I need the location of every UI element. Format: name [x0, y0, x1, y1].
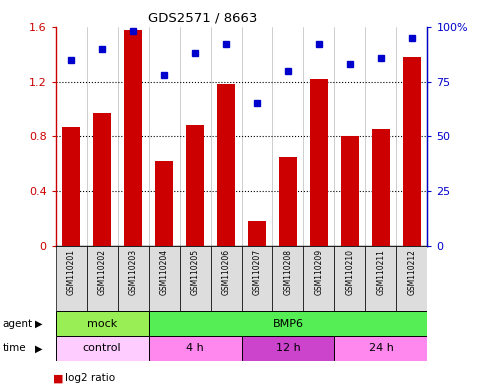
Text: ▶: ▶ — [35, 343, 43, 354]
Text: time: time — [2, 343, 26, 354]
Text: control: control — [83, 343, 121, 354]
FancyBboxPatch shape — [334, 246, 366, 311]
Text: ▶: ▶ — [35, 318, 43, 329]
FancyBboxPatch shape — [242, 246, 272, 311]
Bar — [93, 113, 112, 246]
Text: GSM110210: GSM110210 — [345, 249, 355, 295]
Text: GSM110203: GSM110203 — [128, 249, 138, 295]
FancyBboxPatch shape — [366, 246, 397, 311]
Text: GSM110208: GSM110208 — [284, 249, 293, 295]
Bar — [248, 221, 266, 246]
Text: agent: agent — [2, 318, 32, 329]
FancyBboxPatch shape — [56, 311, 149, 336]
FancyBboxPatch shape — [149, 336, 242, 361]
Text: BMP6: BMP6 — [272, 318, 303, 329]
FancyBboxPatch shape — [242, 336, 334, 361]
Bar — [62, 127, 80, 246]
FancyBboxPatch shape — [56, 246, 86, 311]
Text: GSM110211: GSM110211 — [376, 249, 385, 295]
Text: ■: ■ — [53, 373, 64, 383]
FancyBboxPatch shape — [211, 246, 242, 311]
Text: GDS2571 / 8663: GDS2571 / 8663 — [148, 12, 257, 25]
Text: GSM110212: GSM110212 — [408, 249, 416, 295]
FancyBboxPatch shape — [303, 246, 334, 311]
FancyBboxPatch shape — [149, 246, 180, 311]
Text: GSM110205: GSM110205 — [190, 249, 199, 295]
FancyBboxPatch shape — [334, 336, 427, 361]
Text: GSM110209: GSM110209 — [314, 249, 324, 295]
FancyBboxPatch shape — [117, 246, 149, 311]
Text: GSM110202: GSM110202 — [98, 249, 107, 295]
Bar — [310, 79, 328, 246]
FancyBboxPatch shape — [272, 246, 303, 311]
Text: 4 h: 4 h — [186, 343, 204, 354]
Bar — [217, 84, 235, 246]
FancyBboxPatch shape — [397, 246, 427, 311]
Text: GSM110207: GSM110207 — [253, 249, 261, 295]
Bar — [155, 161, 173, 246]
Bar — [372, 129, 390, 246]
FancyBboxPatch shape — [149, 311, 427, 336]
Text: mock: mock — [87, 318, 117, 329]
Text: GSM110206: GSM110206 — [222, 249, 230, 295]
FancyBboxPatch shape — [56, 336, 149, 361]
Text: 12 h: 12 h — [276, 343, 300, 354]
Bar — [279, 157, 297, 246]
Text: log2 ratio: log2 ratio — [65, 373, 115, 383]
FancyBboxPatch shape — [86, 246, 117, 311]
Text: GSM110201: GSM110201 — [67, 249, 75, 295]
Bar — [186, 125, 204, 246]
Bar — [124, 30, 142, 246]
Text: GSM110204: GSM110204 — [159, 249, 169, 295]
Bar — [341, 136, 359, 246]
Text: 24 h: 24 h — [369, 343, 394, 354]
Bar — [403, 57, 421, 246]
FancyBboxPatch shape — [180, 246, 211, 311]
